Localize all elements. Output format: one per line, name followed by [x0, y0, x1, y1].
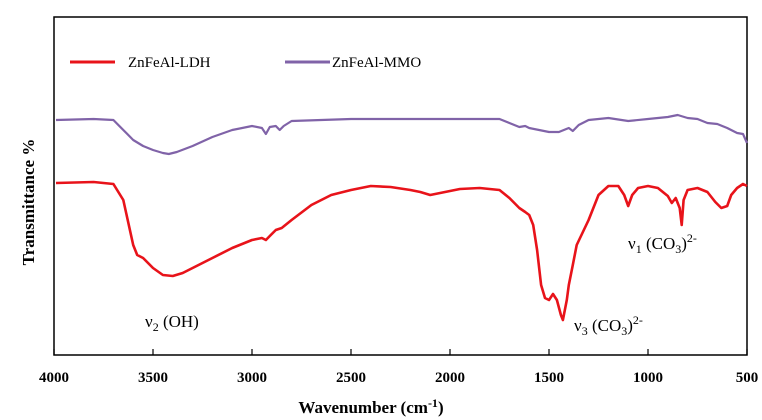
x-tick-label-3000: 3000 — [237, 370, 267, 386]
series-line-znfeal-mmo — [55, 113, 749, 156]
annotation-v2-oh: ν2 (OH) — [145, 312, 199, 334]
series-layer — [55, 113, 749, 322]
legend-label-mmo: ZnFeAl-MMO — [332, 55, 421, 71]
x-tick-label-2500: 2500 — [336, 370, 366, 386]
x-tick-label-3500: 3500 — [138, 370, 168, 386]
annotation-v3-co3: ν3 (CO3)2- — [574, 313, 643, 338]
annotation-v1-co3: ν1 (CO3)2- — [628, 231, 697, 256]
legend-label-ldh: ZnFeAl-LDH — [128, 55, 211, 71]
x-tick-label-500: 500 — [736, 370, 759, 386]
x-tick-label-1500: 1500 — [534, 370, 564, 386]
x-tick-label-1000: 1000 — [633, 370, 663, 386]
x-axis-ticks: 4000 3500 3000 2500 2000 1500 1000 500 — [39, 349, 758, 386]
series-line-znfeal-ldh — [55, 180, 748, 322]
x-tick-label-2000: 2000 — [435, 370, 465, 386]
legend: ZnFeAl-LDH ZnFeAl-MMO — [70, 55, 421, 71]
x-tick-label-4000: 4000 — [39, 370, 69, 386]
y-axis-title: Transmittance % — [19, 139, 38, 266]
x-axis-title: Wavenumber (cm-1) — [298, 396, 443, 417]
